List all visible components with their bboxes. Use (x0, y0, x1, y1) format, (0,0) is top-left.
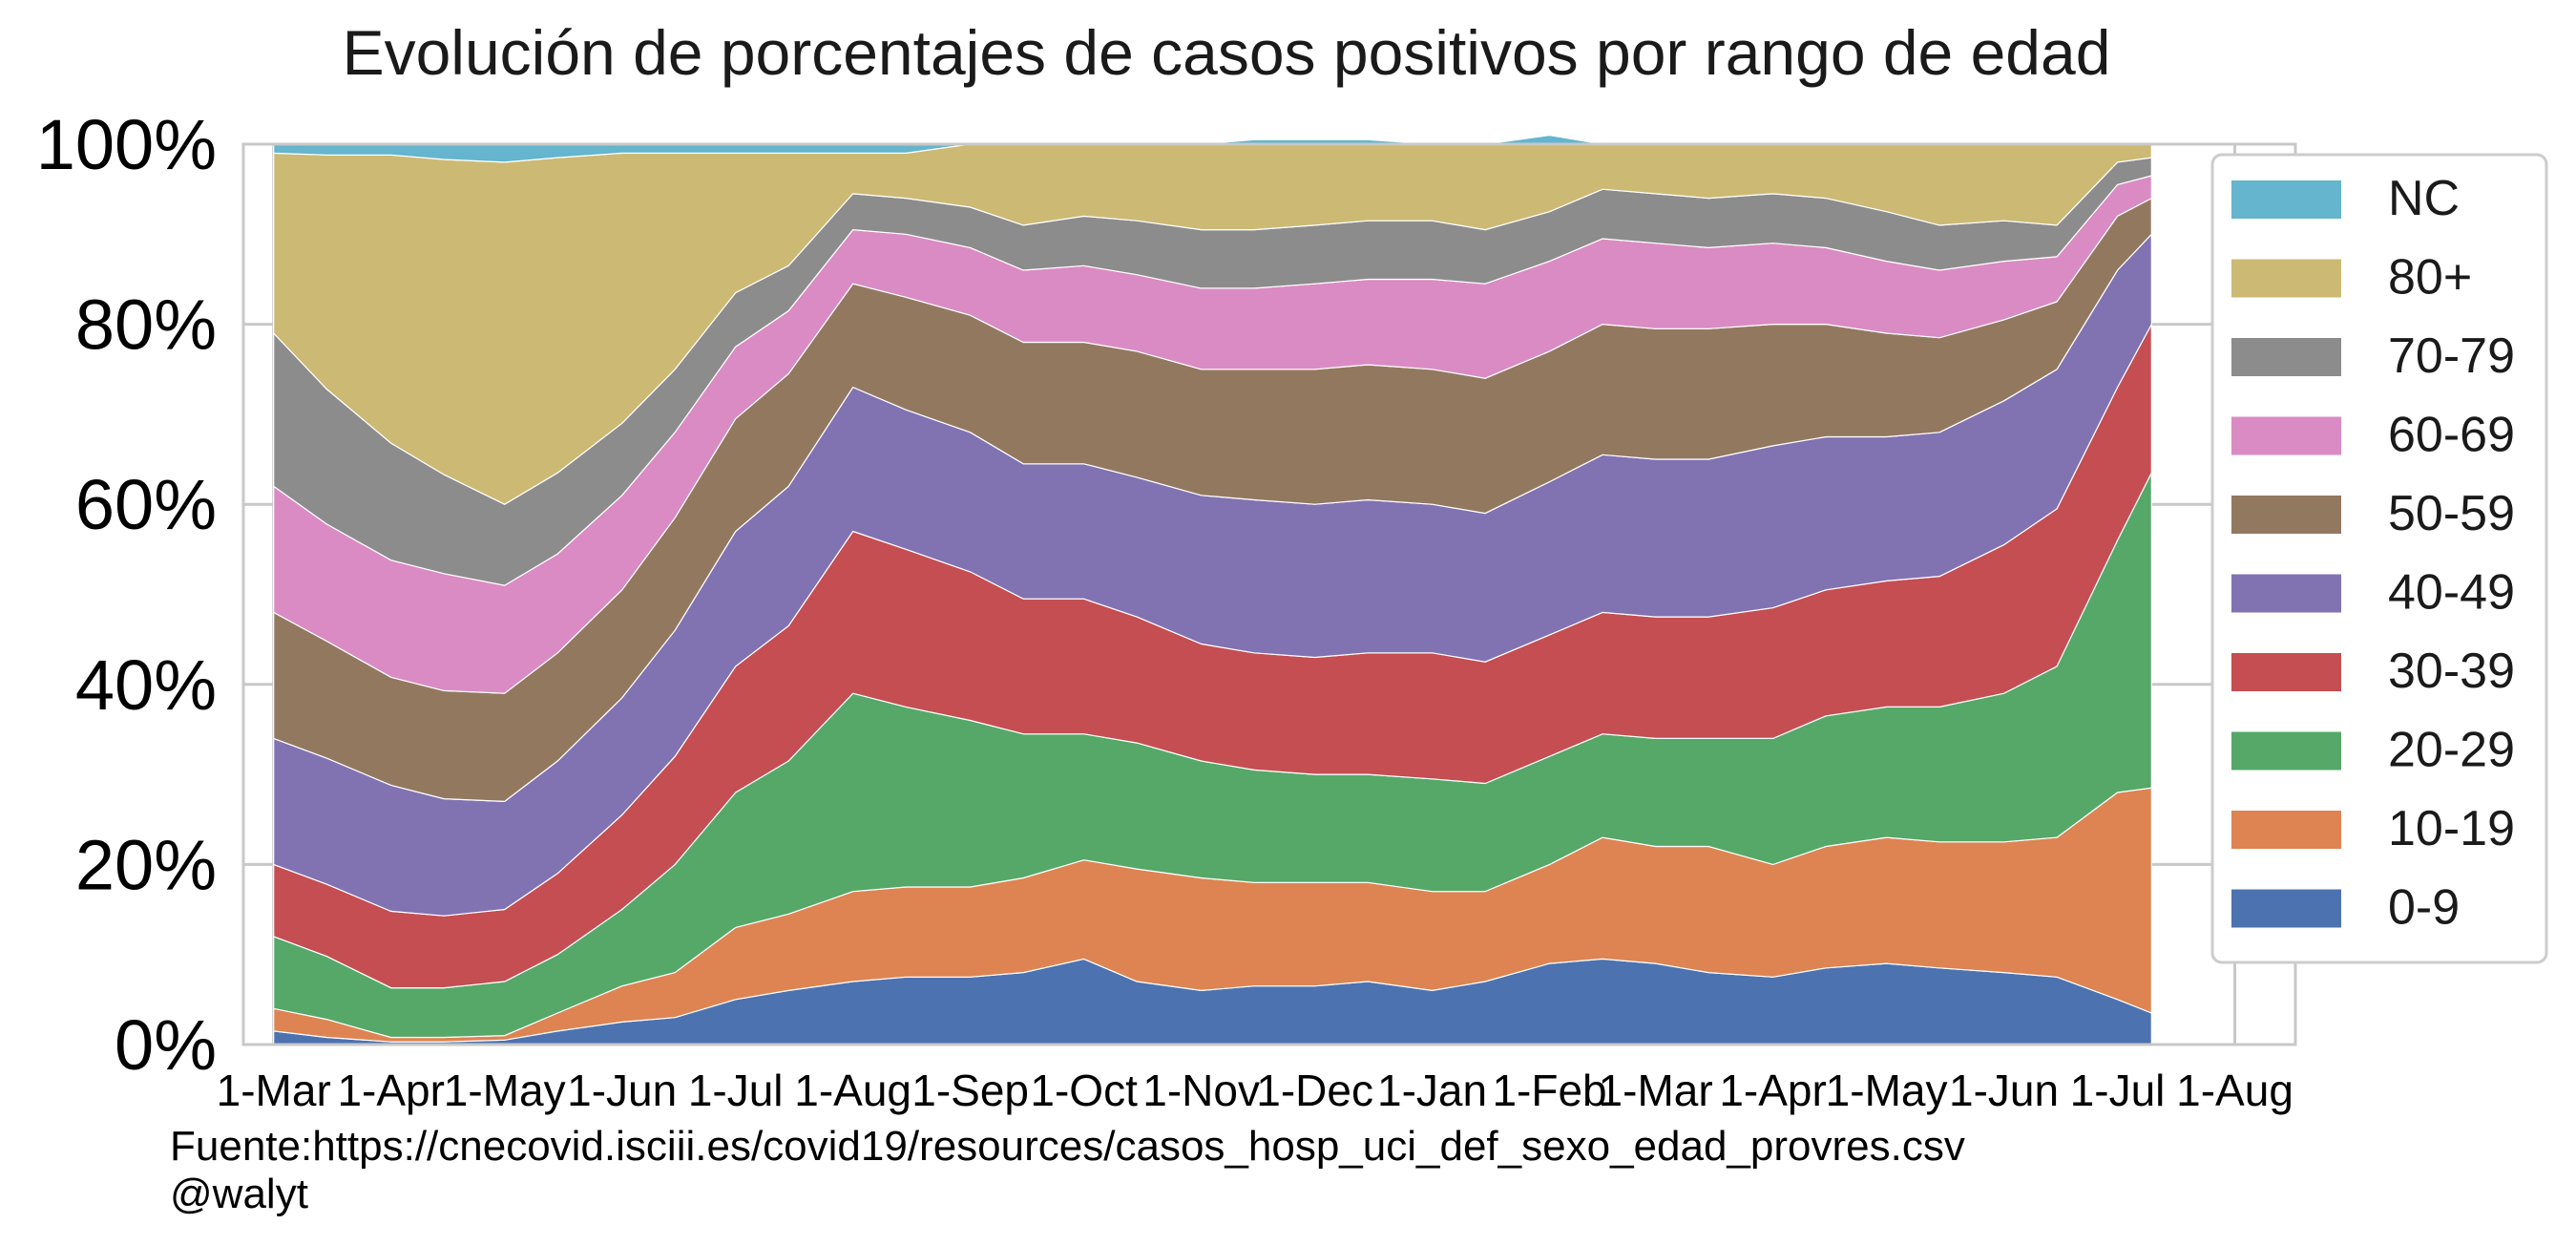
x-tick-label: 1-Oct (1030, 1066, 1138, 1115)
y-tick-label: 0% (115, 1005, 217, 1085)
legend-swatch-80+ (2231, 259, 2341, 298)
x-tick-label: 1-Nov (1142, 1066, 1260, 1115)
x-tick-label: 1-Jul (2070, 1066, 2166, 1115)
legend-label-20-29: 20-29 (2388, 723, 2515, 778)
legend-label-50-59: 50-59 (2388, 486, 2515, 541)
legend-swatch-50-59 (2231, 496, 2341, 534)
legend-label-NC: NC (2388, 171, 2460, 226)
legend-label-30-39: 30-39 (2388, 644, 2515, 699)
legend-swatch-0-9 (2231, 889, 2341, 928)
source-note: Fuente:https://cnecovid.isciii.es/covid1… (170, 1123, 1965, 1170)
legend-swatch-20-29 (2231, 731, 2341, 771)
legend-swatch-40-49 (2231, 574, 2341, 613)
x-tick-label: 1-Aug (2176, 1066, 2293, 1115)
y-axis-ticks: 0% 20% 40% 60% 80% 100% (36, 105, 217, 1085)
legend-label-10-19: 10-19 (2388, 801, 2515, 856)
x-tick-label: 1-Aug (794, 1066, 911, 1115)
legend-label-80+: 80+ (2388, 250, 2472, 306)
y-tick-label: 20% (75, 825, 217, 904)
legend-label-40-49: 40-49 (2388, 565, 2515, 621)
x-tick-label: 1-Apr (1719, 1066, 1826, 1115)
x-tick-label: 1-Jan (1377, 1066, 1487, 1115)
legend-label-70-79: 70-79 (2388, 328, 2515, 384)
legend-label-0-9: 0-9 (2388, 880, 2460, 936)
y-tick-label: 60% (75, 465, 217, 544)
y-tick-label: 40% (75, 645, 217, 725)
x-tick-label: 1-May (1826, 1066, 1948, 1115)
x-tick-label: 1-Jun (567, 1066, 677, 1115)
x-tick-label: 1-Jul (688, 1066, 784, 1115)
chart-title: Evolución de porcentajes de casos positi… (343, 17, 2111, 88)
legend-swatch-30-39 (2231, 653, 2341, 691)
x-tick-label: 1-Mar (217, 1066, 331, 1115)
x-tick-label: 1-Mar (1599, 1066, 1713, 1115)
legend-swatch-60-69 (2231, 416, 2341, 455)
x-tick-label: 1-Apr (337, 1066, 444, 1115)
legend-swatch-NC (2231, 180, 2341, 219)
stacked-areas (273, 134, 2152, 1045)
y-tick-label: 80% (75, 285, 217, 365)
x-tick-label: 1-May (444, 1066, 566, 1115)
legend-label-60-69: 60-69 (2388, 408, 2515, 463)
x-tick-label: 1-Jun (1949, 1066, 2059, 1115)
legend-swatch-10-19 (2231, 811, 2341, 849)
author-handle: @walyt (170, 1171, 308, 1217)
legend: NC 80+ 70-79 60-69 50-59 40-49 30-39 20-29 10-19… (2210, 153, 2548, 964)
y-tick-label: 100% (36, 105, 217, 184)
x-tick-label: 1-Feb (1492, 1066, 1606, 1115)
legend-swatch-70-79 (2231, 338, 2341, 376)
x-tick-label: 1-Dec (1256, 1066, 1373, 1115)
x-tick-label: 1-Sep (911, 1066, 1029, 1115)
